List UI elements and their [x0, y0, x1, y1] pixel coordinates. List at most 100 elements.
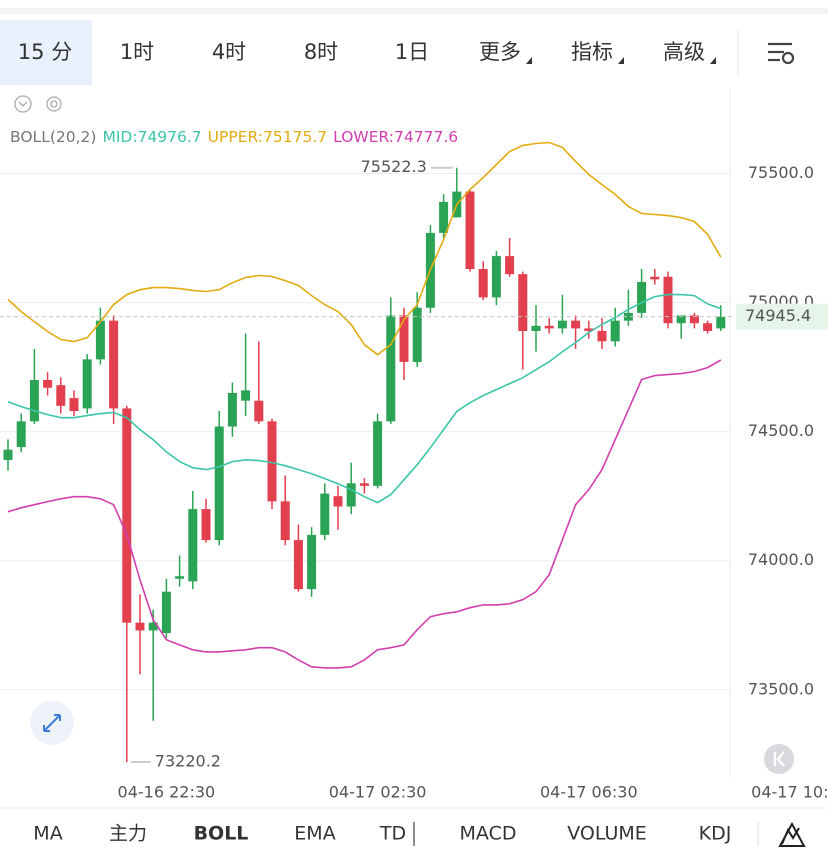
candle-body [412, 307, 422, 362]
candle-body [135, 622, 145, 631]
candle-body [69, 398, 79, 411]
legend-entry: MID:74976.7 [102, 128, 201, 146]
x-tick-label: 04-17 02:30 [329, 783, 427, 802]
timeframe-tab[interactable]: 1日 [395, 40, 429, 64]
candle-body [373, 421, 383, 486]
y-tick-label: 75500.0 [748, 163, 814, 182]
timeframe-tab[interactable]: 15 分 [18, 40, 72, 64]
candle-body [557, 320, 567, 329]
candle-body [478, 269, 488, 298]
settings-icon[interactable] [768, 42, 795, 65]
candle-body [333, 496, 343, 507]
candle-body [3, 449, 13, 461]
candle-body [571, 320, 581, 329]
candle-body [465, 191, 475, 270]
chart-tools[interactable] [14, 95, 62, 113]
indicator-legend: BOLL(20,2) MID:74976.7 UPPER:75175.7 LOWER:… [10, 128, 458, 146]
candle-body [56, 385, 66, 406]
indicator-tab[interactable]: KDJ [699, 823, 732, 845]
timeframe-tab[interactable]: 1时 [120, 40, 154, 64]
candle-body [703, 323, 713, 331]
indicator-tab[interactable]: MA [33, 823, 62, 845]
candle-body [82, 359, 92, 409]
candle-body [597, 330, 607, 342]
legend-entry: LOWER:74777.6 [333, 128, 458, 146]
candle-body [43, 380, 53, 388]
legend-entry: UPPER:75175.7 [208, 128, 327, 146]
candle-body [689, 315, 699, 324]
candle-body [439, 201, 449, 233]
indicator-tab[interactable]: TD [379, 823, 406, 845]
candle-body [254, 400, 264, 422]
candle-body [610, 320, 620, 342]
expand-icon [43, 714, 61, 732]
y-tick-label: 74500.0 [748, 421, 814, 440]
min-label: 73220.2 [155, 752, 221, 771]
candle-body [716, 316, 726, 329]
indicator-tab[interactable]: EMA [294, 823, 335, 845]
plot-area [3, 141, 726, 763]
candle-body [29, 380, 39, 422]
candle-body [544, 325, 554, 329]
timeframe-tab[interactable]: 8时 [304, 40, 338, 64]
last-price-tag [736, 303, 828, 330]
y-tick-label: 73500.0 [748, 679, 814, 698]
candle-body [320, 493, 330, 535]
candle-body [623, 312, 633, 321]
indicator-tab[interactable]: MACD [460, 823, 517, 845]
indicator-name: BOLL(20,2) [10, 128, 96, 146]
selected-tab-bg [0, 20, 92, 85]
candle-body [188, 509, 198, 582]
indicator-tab[interactable]: VOLUME [567, 823, 647, 845]
candle-body [280, 501, 290, 541]
top-strip [0, 8, 828, 14]
candle-body [161, 591, 171, 634]
timeframe-tabs: 15 分 1时 4时 8时 1日 更多 指标 高级 [18, 40, 705, 64]
grid: 73500.074000.074500.075000.075500.004-16… [0, 163, 828, 802]
candle-body [346, 483, 356, 507]
candle-body [518, 274, 528, 331]
dropdown-arrows [526, 57, 716, 64]
candle-body [505, 256, 515, 275]
scroll-latest-icon [773, 751, 785, 767]
candle-body [214, 426, 224, 541]
candle-body [386, 315, 396, 422]
timeframe-tab[interactable]: 指标 [571, 40, 613, 64]
candle-body [109, 320, 119, 409]
indicator-tabs: MA 主力 BOLL EMA TD MACD VOLUME KDJ [33, 823, 731, 845]
x-tick-label: 04-17 10:30 [751, 783, 828, 802]
candle-body [227, 392, 237, 427]
candle-body [201, 509, 211, 541]
candle-body [16, 421, 26, 448]
indicator-tab[interactable]: 主力 [109, 823, 147, 845]
candle-body [676, 315, 686, 324]
candle-body [307, 534, 317, 590]
timeframe-tab[interactable]: 更多 [479, 40, 521, 64]
candle-body [122, 408, 132, 623]
indicator-tab[interactable]: BOLL [194, 823, 249, 845]
candle-body [267, 421, 277, 502]
last-price-label: 74945.4 [745, 306, 811, 325]
max-label: 75522.3 [361, 157, 427, 176]
indicator-line [7, 293, 722, 504]
candle-body [359, 483, 369, 486]
timeframe-tab[interactable]: 4时 [212, 40, 246, 64]
candle-body [663, 276, 673, 324]
draw-tool-icon[interactable] [778, 821, 806, 847]
candle-body [399, 315, 409, 362]
candle-body [175, 576, 185, 579]
candle-body [491, 256, 501, 298]
indicator-line [7, 359, 722, 669]
candle-body [95, 320, 105, 360]
candle-body [637, 281, 647, 313]
timeframe-tab[interactable]: 高级 [663, 40, 705, 64]
candle-body [584, 328, 594, 331]
y-tick-label: 74000.0 [748, 550, 814, 569]
x-tick-label: 04-16 22:30 [118, 783, 216, 802]
candle-body [293, 540, 303, 590]
candle-body [241, 390, 251, 401]
overlay: 75522.3 73220.2 74945.4 [0, 157, 828, 771]
x-tick-label: 04-17 06:30 [540, 783, 638, 802]
indicator-line [7, 141, 722, 356]
